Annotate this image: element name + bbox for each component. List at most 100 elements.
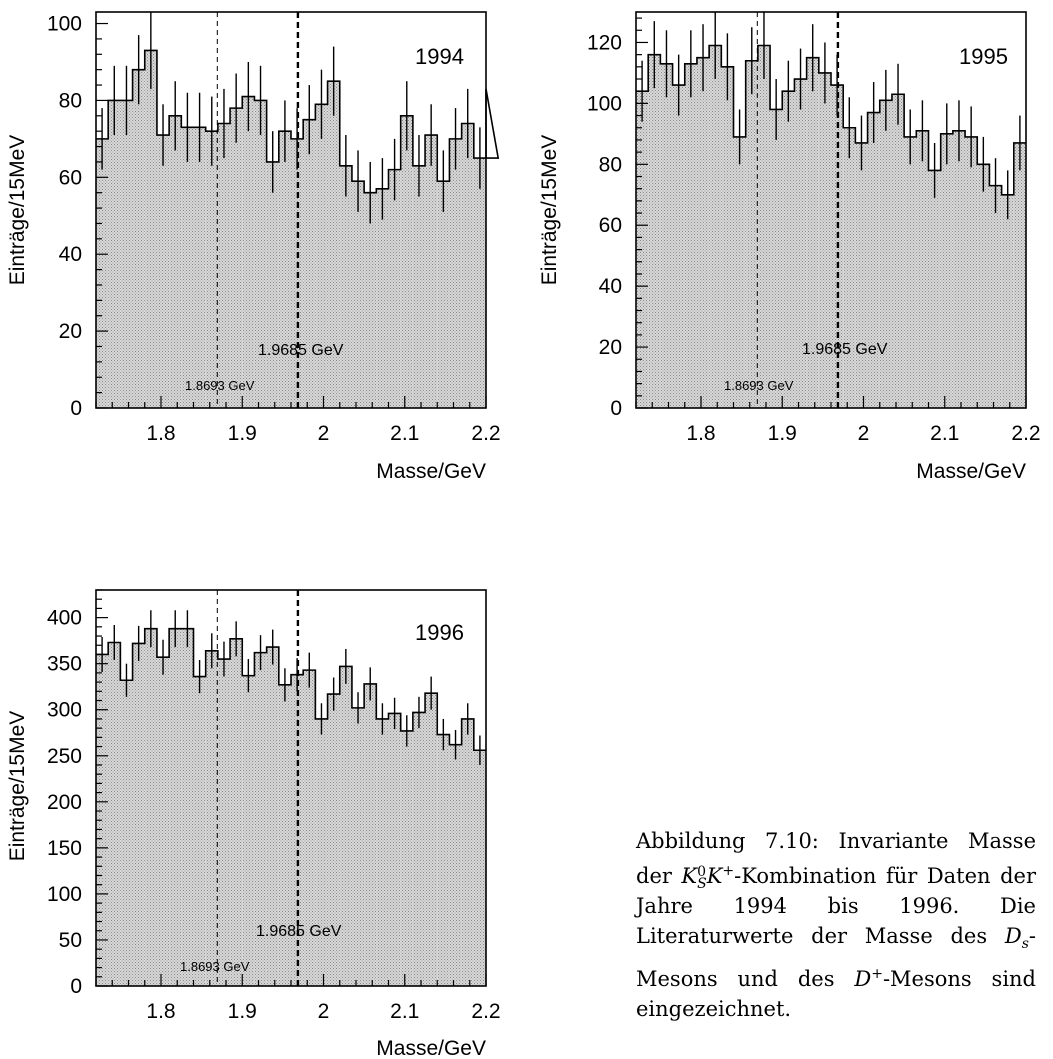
y-tick-label: 150: [47, 837, 82, 860]
caption-sub-s2: s: [1021, 936, 1029, 953]
histogram-bar: [376, 188, 389, 408]
reference-label: 1.9685 GeV: [258, 342, 344, 359]
x-axis-title: Masse/GeV: [916, 460, 1026, 483]
histogram-bar: [351, 181, 365, 408]
histogram-bar: [461, 718, 474, 986]
histogram-bar: [437, 734, 450, 986]
histogram-bar: [303, 670, 316, 986]
histogram-bar: [473, 750, 486, 986]
histogram-bar: [636, 91, 649, 408]
reference-label: 1.8693 GeV: [180, 959, 250, 974]
histogram-bar: [254, 100, 267, 408]
x-tick-label: 2.2: [1011, 422, 1040, 445]
histogram-bar: [132, 69, 145, 408]
histogram-bar: [412, 165, 426, 408]
histogram-bar: [806, 57, 819, 408]
x-tick-label: 1.9: [768, 422, 797, 445]
y-tick-label: 0: [610, 397, 622, 420]
histogram-bar: [217, 123, 231, 408]
histogram-bar: [696, 57, 710, 408]
histogram-bar: [169, 115, 182, 409]
histogram-bar: [181, 127, 194, 408]
reference-label: 1.8693 GeV: [185, 378, 255, 393]
histogram-bar: [412, 712, 426, 986]
x-tick-label: 1.8: [686, 422, 715, 445]
caption-text-2: -Kombination für Daten der Jahre 1994 bi…: [636, 864, 1036, 948]
x-tick-label: 2.2: [471, 1000, 500, 1023]
histogram-bar: [425, 135, 438, 409]
histogram-bar: [278, 131, 291, 409]
histogram-bar: [977, 164, 990, 408]
histogram-bar: [96, 138, 109, 408]
histogram-bar: [843, 127, 856, 408]
y-tick-label: 80: [599, 153, 622, 176]
histogram-bar: [266, 647, 279, 986]
histogram-bar: [952, 130, 966, 409]
histogram-bar: [867, 112, 880, 409]
histogram-bar: [205, 131, 218, 409]
histogram-bar: [132, 643, 145, 986]
histogram-bar: [144, 628, 157, 986]
caption-symbol-d: D: [1004, 924, 1022, 948]
year-annotation: 1994: [415, 44, 464, 69]
histogram-bar: [449, 744, 462, 986]
histogram-bar: [315, 104, 328, 408]
histogram-bar: [120, 680, 133, 986]
histogram-bar: [721, 66, 734, 408]
caption-symbol-k2: K: [706, 864, 723, 888]
y-tick-label: 0: [70, 397, 82, 420]
histogram-outline: [96, 49, 500, 194]
histogram-bar: [278, 684, 291, 986]
histogram-bar: [351, 707, 365, 986]
histogram-bar: [425, 693, 438, 986]
histogram-bar: [144, 50, 157, 409]
x-tick-label: 2.1: [930, 422, 959, 445]
x-axis-title: Masse/GeV: [376, 460, 486, 483]
caption-sup-zero: 0: [697, 863, 707, 880]
x-axis-title: Masse/GeV: [376, 1037, 486, 1059]
histogram-bar: [230, 108, 243, 408]
histogram-bar: [672, 85, 685, 408]
histogram-bar: [794, 79, 807, 408]
histogram-bar: [193, 676, 206, 986]
histogram-bar: [327, 81, 340, 408]
histogram-bar: [242, 675, 255, 986]
histogram-bar: [242, 96, 255, 409]
histogram-bar: [709, 45, 722, 408]
histogram-bar: [1013, 142, 1026, 408]
histogram-1994: 1.8693 GeV 1.9685 GeV 1.8 1.9 2 2.1 2.2 0 20 40 60…: [6, 11, 501, 483]
histogram-outline: [96, 627, 486, 752]
histogram-bar: [473, 158, 486, 408]
histogram-bar: [904, 136, 917, 408]
caption-text-4: -Mesons sind eingezeichnet.: [636, 967, 1036, 1022]
y-tick-label: 120: [587, 31, 622, 54]
y-tick-label: 100: [47, 883, 82, 906]
histogram-1995: 1.8693 GeV 1.9685 GeV 1.8 1.9 2 2.1 2.2 0 20 40 60…: [538, 11, 1041, 483]
histogram-bar: [782, 91, 795, 408]
caption-sup-plus: +: [722, 863, 735, 879]
histogram-bar: [940, 133, 953, 408]
y-tick-label: 350: [47, 653, 82, 676]
caption-sup-plus2: +: [871, 966, 883, 983]
y-tick-label: 60: [59, 166, 82, 189]
histogram-bar: [388, 713, 401, 986]
histogram-bar: [879, 100, 892, 408]
y-tick-label: 40: [59, 243, 82, 266]
histogram-bar: [108, 642, 121, 986]
x-tick-label: 1.9: [228, 422, 257, 445]
histogram-bar: [217, 659, 231, 986]
histogram-bar: [388, 169, 401, 408]
histogram-bar: [684, 63, 697, 409]
year-annotation: 1995: [959, 44, 1008, 69]
y-tick-label: 40: [599, 275, 622, 298]
histogram-bar: [449, 138, 462, 408]
y-axis-title: Einträge/15MeV: [6, 135, 29, 286]
y-tick-label: 20: [59, 320, 82, 343]
y-tick-label: 100: [47, 13, 82, 36]
histogram-bar: [437, 181, 450, 408]
x-tick-label: 2.2: [471, 422, 500, 445]
histogram-bar: [965, 136, 978, 408]
histogram-bar: [818, 72, 831, 408]
x-tick-label: 2: [858, 422, 870, 445]
reference-label: 1.8693 GeV: [724, 378, 794, 393]
